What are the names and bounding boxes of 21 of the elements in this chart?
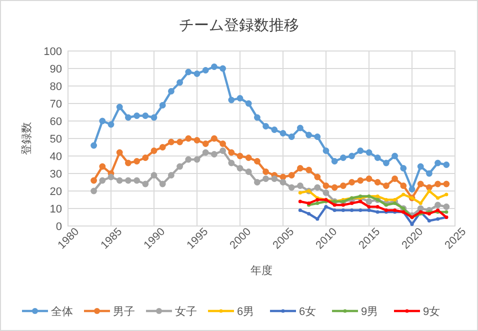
y-tick-label: 80 bbox=[50, 81, 62, 93]
y-tick-label: 100 bbox=[44, 46, 62, 58]
y-tick-label: 90 bbox=[50, 64, 62, 76]
chart-title: チーム登録数推移 bbox=[179, 17, 299, 34]
y-tick-label: 60 bbox=[50, 116, 62, 128]
x-axis-title: 年度 bbox=[250, 264, 272, 277]
y-tick-label: 0 bbox=[56, 221, 62, 233]
y-tick-label: 40 bbox=[50, 151, 62, 163]
legend-label: 女子 bbox=[175, 306, 197, 318]
legend-label: 6女 bbox=[299, 306, 316, 318]
y-tick-label: 30 bbox=[50, 168, 62, 180]
legend-label: 6男 bbox=[237, 306, 254, 318]
y-tick-label: 70 bbox=[50, 98, 62, 110]
legend-label: 9女 bbox=[423, 306, 440, 318]
y-tick-label: 10 bbox=[50, 204, 62, 216]
y-tick-label: 50 bbox=[50, 134, 62, 146]
legend-label: 9男 bbox=[361, 306, 378, 318]
legend-label: 全体 bbox=[51, 306, 73, 318]
y-axis-title: 登録数 bbox=[21, 122, 33, 155]
y-tick-label: 20 bbox=[50, 186, 62, 198]
legend-label: 男子 bbox=[113, 306, 135, 318]
